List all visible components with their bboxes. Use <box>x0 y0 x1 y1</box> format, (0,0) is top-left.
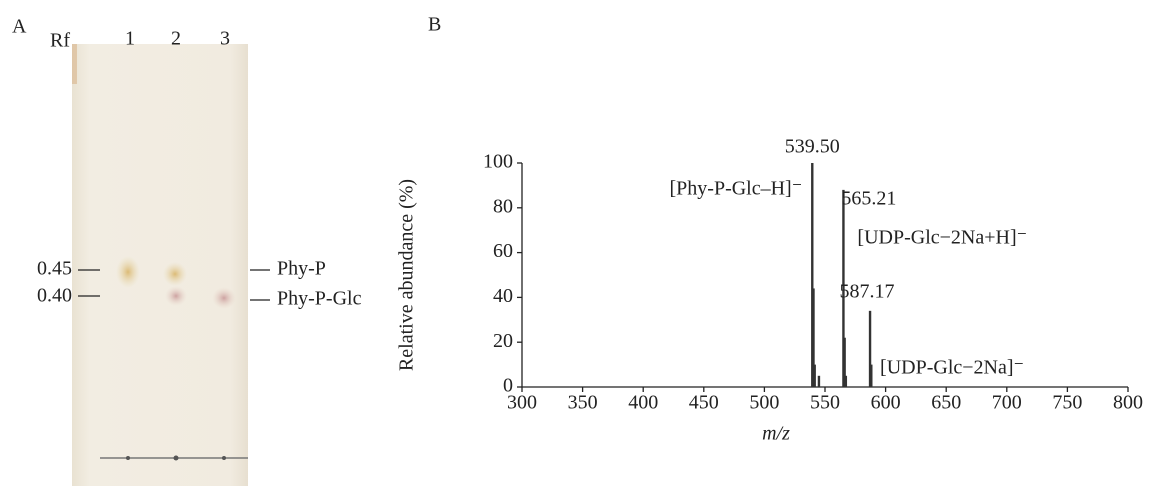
peak <box>843 337 846 387</box>
ion-label: [Phy-P-Glc–H]⁻ <box>670 178 803 200</box>
peak <box>812 288 815 387</box>
peak-label: 539.50 <box>785 136 840 158</box>
x-tick-label: 300 <box>507 392 537 414</box>
rf-header: Rf <box>50 30 70 52</box>
rf-label: 0.45 <box>37 258 72 280</box>
x-tick-label: 550 <box>810 392 840 414</box>
x-tick-label: 650 <box>931 392 961 414</box>
band-label: Phy-P-Glc <box>277 288 362 310</box>
panel-label: A <box>12 16 27 38</box>
y-tick-label: 100 <box>483 151 513 173</box>
peak <box>813 364 816 387</box>
x-tick-label: 500 <box>749 392 779 414</box>
y-tick-label: 20 <box>493 330 513 352</box>
lane-label: 1 <box>125 28 135 50</box>
x-tick-label: 700 <box>992 392 1022 414</box>
x-tick-label: 350 <box>568 392 598 414</box>
x-tick-label: 450 <box>689 392 719 414</box>
y-tick-label: 40 <box>493 285 513 307</box>
rf-label: 0.40 <box>37 285 72 307</box>
tlc-plate <box>72 44 248 486</box>
x-tick-label: 750 <box>1052 392 1082 414</box>
y-tick-label: 80 <box>493 195 513 217</box>
x-tick-label: 800 <box>1113 392 1143 414</box>
peak <box>842 189 845 387</box>
peak <box>868 310 872 387</box>
band-label: Phy-P <box>277 258 326 280</box>
ion-label: [UDP-Glc−2Na+H]⁻ <box>857 226 1027 248</box>
y-tick-label: 0 <box>503 375 513 397</box>
peak <box>870 364 873 387</box>
x-axis-label: m/z <box>762 423 790 445</box>
peak-label: 587.17 <box>840 280 895 302</box>
lane-label: 3 <box>220 28 230 50</box>
x-tick-label: 600 <box>871 392 901 414</box>
peak <box>817 375 821 387</box>
ion-label: [UDP-Glc−2Na]⁻ <box>880 356 1024 378</box>
peak-label: 565.21 <box>841 187 896 209</box>
lane-label: 2 <box>171 28 181 50</box>
panel-label: B <box>428 14 441 36</box>
x-tick-label: 400 <box>628 392 658 414</box>
y-axis-label: Relative abundance (%) <box>396 179 418 371</box>
y-tick-label: 60 <box>493 240 513 262</box>
peak <box>811 163 814 387</box>
peak <box>844 375 848 387</box>
